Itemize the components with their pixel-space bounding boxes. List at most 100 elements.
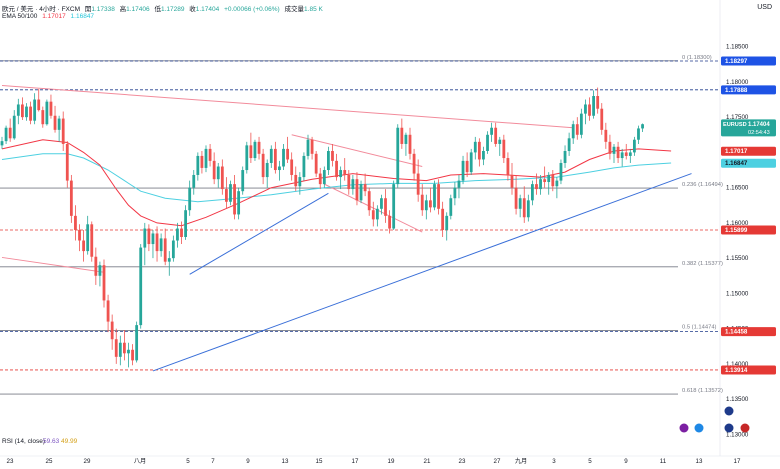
- candle-body: [335, 160, 338, 178]
- candle: [584, 99, 587, 125]
- price-label-bg: [721, 158, 776, 168]
- candle: [102, 259, 106, 308]
- currency-label[interactable]: USD: [757, 4, 772, 11]
- price-tick-label: 1.15500: [726, 255, 749, 262]
- candle-body: [518, 198, 522, 209]
- candle-body: [363, 184, 367, 192]
- candle: [498, 136, 502, 156]
- rsi-label[interactable]: RSI (14, close): [2, 438, 45, 445]
- candle-body: [404, 134, 408, 144]
- candle-body: [294, 174, 298, 187]
- ohlc-high-value: 1.17406: [126, 6, 150, 13]
- candle-body: [269, 148, 273, 163]
- candle: [575, 117, 579, 140]
- ohlc-low-label: 低: [154, 6, 161, 13]
- candle-body: [118, 342, 122, 357]
- candle: [588, 97, 591, 121]
- price-tick-label: 1.17500: [726, 114, 749, 121]
- candle: [265, 159, 269, 188]
- eu-flag-icon[interactable]: [694, 423, 704, 433]
- candle: [375, 205, 379, 227]
- candle-body: [94, 256, 98, 276]
- candle: [192, 170, 196, 195]
- candle: [539, 174, 542, 195]
- candle: [261, 148, 265, 185]
- candle: [506, 152, 510, 181]
- candle: [473, 136, 477, 160]
- candle-body: [600, 108, 604, 130]
- candle-body: [592, 96, 595, 116]
- time-tick-label: 17: [352, 458, 359, 465]
- time-tick-label: 17: [734, 458, 741, 465]
- candle-body: [392, 184, 396, 229]
- candle: [204, 145, 208, 173]
- candle: [249, 132, 253, 163]
- candle: [298, 172, 302, 195]
- candle-body: [306, 139, 310, 156]
- lightning-icon[interactable]: [679, 423, 689, 433]
- candle: [620, 148, 624, 167]
- ema-legend[interactable]: EMA 50/100 1.17017 1.16847: [2, 13, 97, 20]
- candle: [412, 148, 416, 181]
- candle-body: [0, 141, 4, 146]
- us-flag-icon[interactable]: [724, 423, 734, 433]
- candle: [245, 141, 249, 174]
- candle: [127, 342, 130, 368]
- candle-body: [53, 115, 57, 130]
- candle: [633, 136, 636, 156]
- candle-body: [633, 139, 636, 153]
- candle-body: [139, 247, 143, 326]
- candle: [33, 93, 37, 125]
- candle-body: [367, 191, 371, 211]
- candle: [400, 118, 404, 149]
- us-flag-icon[interactable]: [724, 406, 734, 416]
- candle: [424, 194, 428, 220]
- rsi-ma-value: 49.99: [61, 438, 78, 445]
- candle-body: [114, 339, 118, 357]
- candle: [343, 158, 347, 181]
- candle: [200, 151, 204, 174]
- time-tick-label: 19: [388, 458, 395, 465]
- price-tick-label: 1.16000: [726, 220, 749, 227]
- candle-body: [584, 104, 587, 114]
- candle-body: [571, 124, 575, 139]
- candle: [433, 180, 436, 211]
- candle: [163, 228, 167, 266]
- candle: [526, 194, 530, 222]
- candle-body: [127, 349, 130, 354]
- candle-body: [588, 104, 591, 116]
- candle-body: [343, 170, 347, 175]
- candle: [392, 180, 396, 230]
- candle-body: [563, 151, 567, 163]
- candle: [241, 166, 245, 195]
- candle-body: [384, 198, 387, 216]
- time-tick-label: 25: [46, 458, 53, 465]
- candle: [641, 123, 644, 132]
- candle: [396, 124, 400, 188]
- candle: [351, 174, 355, 195]
- candle-body: [628, 152, 632, 156]
- candle: [616, 141, 620, 163]
- candle-body: [547, 174, 551, 183]
- candle-body: [261, 153, 265, 178]
- us-flag-icon[interactable]: [740, 423, 750, 433]
- time-tick-label: 八月: [134, 458, 146, 465]
- candle: [286, 136, 289, 163]
- candle-body: [29, 106, 32, 121]
- candle-body: [16, 104, 20, 116]
- candle: [469, 148, 473, 175]
- candle: [180, 221, 183, 245]
- candle-body: [65, 143, 69, 181]
- candle: [331, 143, 334, 167]
- candle-body: [282, 148, 285, 167]
- candle: [225, 177, 228, 209]
- rsi-value: 59.63: [43, 438, 60, 445]
- candle-body: [624, 152, 628, 156]
- candle: [608, 134, 612, 160]
- ohlc-close-label: 收: [189, 6, 196, 13]
- candle-body: [396, 127, 400, 185]
- candle: [49, 94, 53, 119]
- candle: [494, 122, 498, 147]
- candle: [380, 194, 383, 215]
